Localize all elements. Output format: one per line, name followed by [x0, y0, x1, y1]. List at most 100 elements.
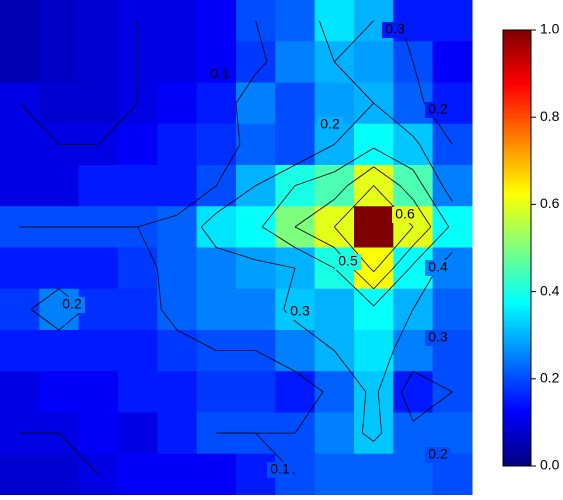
heat-cell: [354, 41, 394, 83]
contour-line: [19, 102, 60, 145]
heat-cell: [354, 412, 394, 455]
contour-line: [334, 61, 374, 104]
contour-line: [294, 226, 335, 248]
heat-cell: [0, 371, 40, 413]
contour-line: [373, 432, 382, 442]
contour-label-bg: [207, 67, 233, 83]
heat-cell: [39, 371, 80, 413]
contour-line: [235, 103, 241, 145]
heat-cell: [236, 371, 276, 413]
contour-label-bg: [425, 330, 451, 346]
heat-cell: [39, 453, 80, 496]
contour-line: [98, 102, 138, 145]
contour-line: [412, 226, 432, 246]
contour-line: [334, 147, 374, 173]
contour-line: [294, 171, 335, 187]
heat-cell: [432, 165, 473, 207]
contour-label: 0.2: [428, 101, 448, 117]
contour-label: 0.5: [338, 253, 358, 269]
contour-label-bg: [267, 462, 293, 478]
contour-label: 0.6: [395, 206, 415, 222]
heat-cell: [196, 165, 237, 207]
heat-cell: [78, 165, 119, 207]
contour-line: [283, 268, 296, 310]
contour-line: [294, 247, 335, 269]
contour-line: [216, 247, 256, 261]
contour-line: [393, 245, 414, 269]
contour-line: [294, 144, 335, 166]
heat-cell: [275, 41, 316, 83]
heat-cell: [432, 371, 473, 413]
contour-label: 0.3: [428, 329, 448, 345]
heat-cell: [157, 453, 198, 496]
heat-cell: [78, 288, 119, 331]
heat-cell: [78, 247, 119, 290]
heat-cell: [118, 371, 158, 413]
contour-label: 0.1: [210, 66, 230, 82]
heat-cell: [393, 371, 434, 413]
contour-line: [412, 61, 425, 104]
colorbar-tick-label: 0.0: [540, 457, 560, 473]
heat-cell: [354, 206, 394, 248]
contour-line: [137, 226, 158, 269]
contour-line: [176, 185, 217, 216]
heat-cell: [236, 288, 276, 331]
heat-cell: [0, 0, 40, 42]
heat-cell: [314, 0, 355, 42]
colorbar-tick-label: 0.6: [540, 195, 560, 211]
contour-line: [200, 226, 217, 248]
contour-line: [334, 226, 371, 269]
contour-line: [200, 212, 217, 228]
contour-line: [30, 288, 60, 310]
heat-cell: [354, 371, 394, 413]
heat-cell: [157, 41, 198, 83]
heat-cell: [78, 0, 119, 42]
heat-cell: [196, 371, 237, 413]
heat-cell: [39, 165, 80, 207]
heat-cell: [432, 288, 473, 331]
heat-cell: [157, 165, 198, 207]
contour-line: [412, 391, 453, 422]
heat-cell: [196, 82, 237, 125]
contour-line: [160, 309, 178, 331]
heat-cell: [196, 247, 237, 290]
contour-line: [376, 226, 414, 269]
heat-cell: [432, 123, 473, 166]
heat-cell: [78, 41, 119, 83]
contour-line: [294, 391, 324, 434]
contour-line: [399, 185, 414, 200]
heat-cell: [118, 453, 158, 496]
heat-cell: [0, 123, 40, 166]
heat-cell: [0, 288, 40, 331]
heat-cell: [118, 288, 158, 331]
contour-line: [373, 267, 411, 307]
contour-label: 0.4: [428, 259, 448, 275]
heat-cell: [39, 330, 80, 372]
contour-line: [261, 185, 296, 228]
heat-cell: [0, 247, 40, 290]
heat-cell: [157, 330, 198, 372]
heat-cell: [78, 371, 119, 413]
contour-label-bg: [382, 22, 408, 38]
contour-line: [235, 73, 256, 104]
heat-cell: [196, 0, 237, 42]
contour-line: [137, 214, 178, 228]
contour-line: [373, 267, 378, 272]
heat-cell: [118, 412, 158, 455]
contour-label: 0.2: [320, 116, 340, 132]
contour-line: [392, 309, 414, 351]
heat-cell: [196, 123, 237, 166]
colorbar-tick-label: 0.2: [540, 370, 560, 386]
contour-line: [262, 226, 296, 248]
contour-line: [412, 169, 424, 186]
contour-line: [412, 370, 453, 393]
heat-cell: [157, 288, 198, 331]
contour-label-bg: [59, 297, 85, 313]
contour-line: [215, 144, 241, 186]
heat-cell: [39, 0, 80, 42]
contour-line: [412, 226, 450, 265]
heat-cell: [196, 288, 237, 331]
heat-cell: [39, 82, 80, 125]
contour-line: [377, 391, 382, 434]
heat-cell: [275, 371, 316, 413]
